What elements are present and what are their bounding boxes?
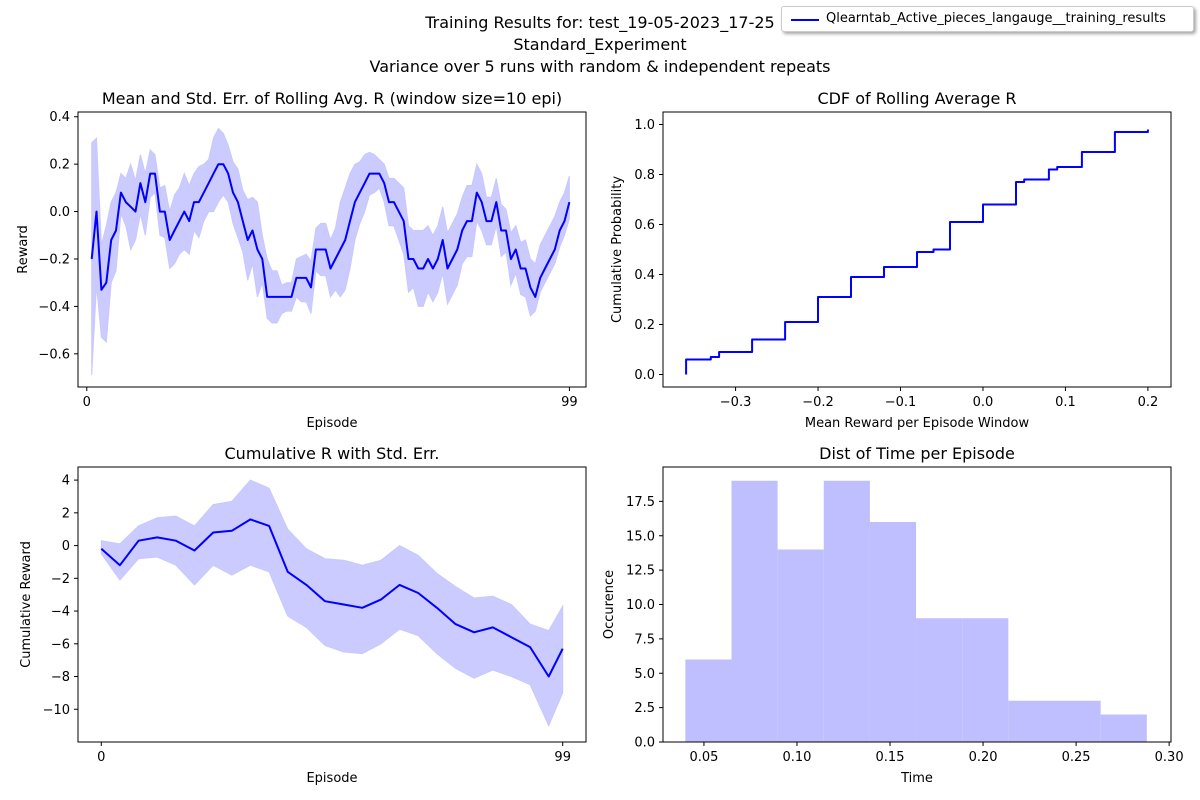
y-tick-label: −0.4 [38, 300, 70, 315]
histogram-bar [916, 618, 963, 742]
y-tick-label: 0.4 [634, 268, 655, 283]
subplot-2: −0.3 −0.2 −0.1 0.0 0.1 0.2 0.0 0.2 0.4 0.6 0.8 1.0 C… [610, 89, 1172, 431]
x-tick-label: 0 [83, 395, 91, 410]
x-tick-label: 0.10 [783, 750, 812, 765]
y-tick-label: 2.5 [634, 701, 655, 716]
y-tick-label: 10.0 [626, 598, 655, 613]
y-tick-label: 4 [62, 474, 70, 489]
x-axis-label: Episode [306, 416, 357, 431]
y-tick-label: 0.0 [634, 736, 655, 751]
y-tick-label: 0 [62, 539, 70, 554]
x-tick-label: 0.15 [876, 750, 905, 765]
y-tick-label: −4 [51, 605, 70, 620]
std-err-band [91, 127, 570, 376]
subplot-1: 0 99 −0.6 −0.4 −0.2 0.0 0.2 0.4 Mean and Std. Er… [16, 89, 587, 431]
subplot-4: 0.05 0.10 0.15 0.20 0.25 0.30 0.0 2.5 5.0 7.5 10.0… [602, 444, 1184, 786]
cdf-line [685, 129, 1149, 375]
histogram-bar [685, 659, 732, 742]
y-tick-label: 7.5 [634, 632, 655, 647]
histogram-bar [823, 480, 870, 742]
subplot-title: Dist of Time per Episode [819, 444, 1015, 463]
x-tick-label: −0.3 [720, 395, 752, 410]
y-tick-label: 15.0 [626, 529, 655, 544]
x-tick-label: 0.1 [1055, 395, 1076, 410]
x-tick-label: 0.25 [1062, 750, 1091, 765]
histogram-bar [1100, 714, 1147, 742]
y-axis-label: Cumulative Probability [610, 176, 625, 323]
subplot-3: 0 99 −10 −8 −6 −4 −2 0 2 4 Cumulative R with Std. … [19, 444, 587, 786]
y-tick-label: 2 [62, 506, 70, 521]
mean-line [100, 518, 564, 678]
y-axis-label: Cumulative Reward [19, 541, 34, 668]
x-tick-label: 0.05 [689, 750, 718, 765]
x-tick-label: 0 [97, 750, 105, 765]
x-tick-label: 0.30 [1155, 750, 1184, 765]
y-tick-label: 0.0 [49, 205, 70, 220]
y-tick-label: 0.6 [634, 218, 655, 233]
y-tick-label: −8 [51, 670, 70, 685]
histogram-bar [869, 522, 917, 742]
y-tick-label: 0.0 [634, 368, 655, 383]
histogram-bar [962, 618, 1009, 742]
y-tick-label: 17.5 [626, 495, 655, 510]
y-tick-label: 5.0 [634, 667, 655, 682]
x-tick-label: −0.1 [885, 395, 917, 410]
figure-legend: Qlearntab_Active_pieces_langauge__traini… [781, 6, 1194, 32]
histogram-bar [731, 480, 778, 742]
y-axis-label: Occurence [602, 570, 617, 639]
x-axis-label: Mean Reward per Episode Window [805, 416, 1030, 431]
histogram-bar [777, 549, 824, 742]
subplot-title: Mean and Std. Err. of Rolling Avg. R (wi… [102, 89, 562, 108]
x-tick-label: 0.2 [1138, 395, 1159, 410]
y-tick-label: −10 [43, 703, 70, 718]
x-tick-label: 0.0 [973, 395, 994, 410]
mean-line [90, 163, 571, 298]
x-axis-label: Time [900, 771, 933, 786]
suptitle-line-2: Standard_Experiment [513, 35, 687, 54]
y-axis-label: Reward [16, 225, 31, 273]
y-tick-label: 0.2 [634, 318, 655, 333]
legend-label: Qlearntab_Active_pieces_langauge__traini… [826, 11, 1166, 26]
suptitle-line-3: Variance over 5 runs with random & indep… [369, 57, 831, 76]
x-tick-label: 99 [554, 750, 571, 765]
y-tick-label: 0.2 [49, 158, 70, 173]
y-tick-label: −6 [51, 637, 70, 652]
y-tick-label: 1.0 [634, 118, 655, 133]
x-tick-label: −0.2 [802, 395, 834, 410]
y-tick-label: −2 [51, 572, 70, 587]
subplot-title: CDF of Rolling Average R [817, 89, 1016, 108]
y-tick-label: 0.4 [49, 110, 70, 125]
histogram-bar [1054, 700, 1101, 742]
x-tick-label: 0.20 [969, 750, 998, 765]
y-tick-label: 0.8 [634, 168, 655, 183]
y-tick-label: −0.2 [38, 252, 70, 267]
y-tick-label: 12.5 [626, 564, 655, 579]
axes-frame [662, 111, 1172, 388]
axes-frame [77, 466, 587, 743]
x-tick-label: 99 [561, 395, 578, 410]
figure-suptitle: Training Results for: test_19-05-2023_17… [0, 12, 1200, 78]
x-axis-label: Episode [306, 771, 357, 786]
axes-frame [77, 111, 587, 388]
legend-line-swatch [791, 19, 819, 21]
suptitle-line-1: Training Results for: test_19-05-2023_17… [425, 13, 775, 32]
y-tick-label: −0.6 [38, 347, 70, 362]
histogram-bar [1008, 700, 1055, 742]
subplot-title: Cumulative R with Std. Err. [225, 444, 440, 463]
